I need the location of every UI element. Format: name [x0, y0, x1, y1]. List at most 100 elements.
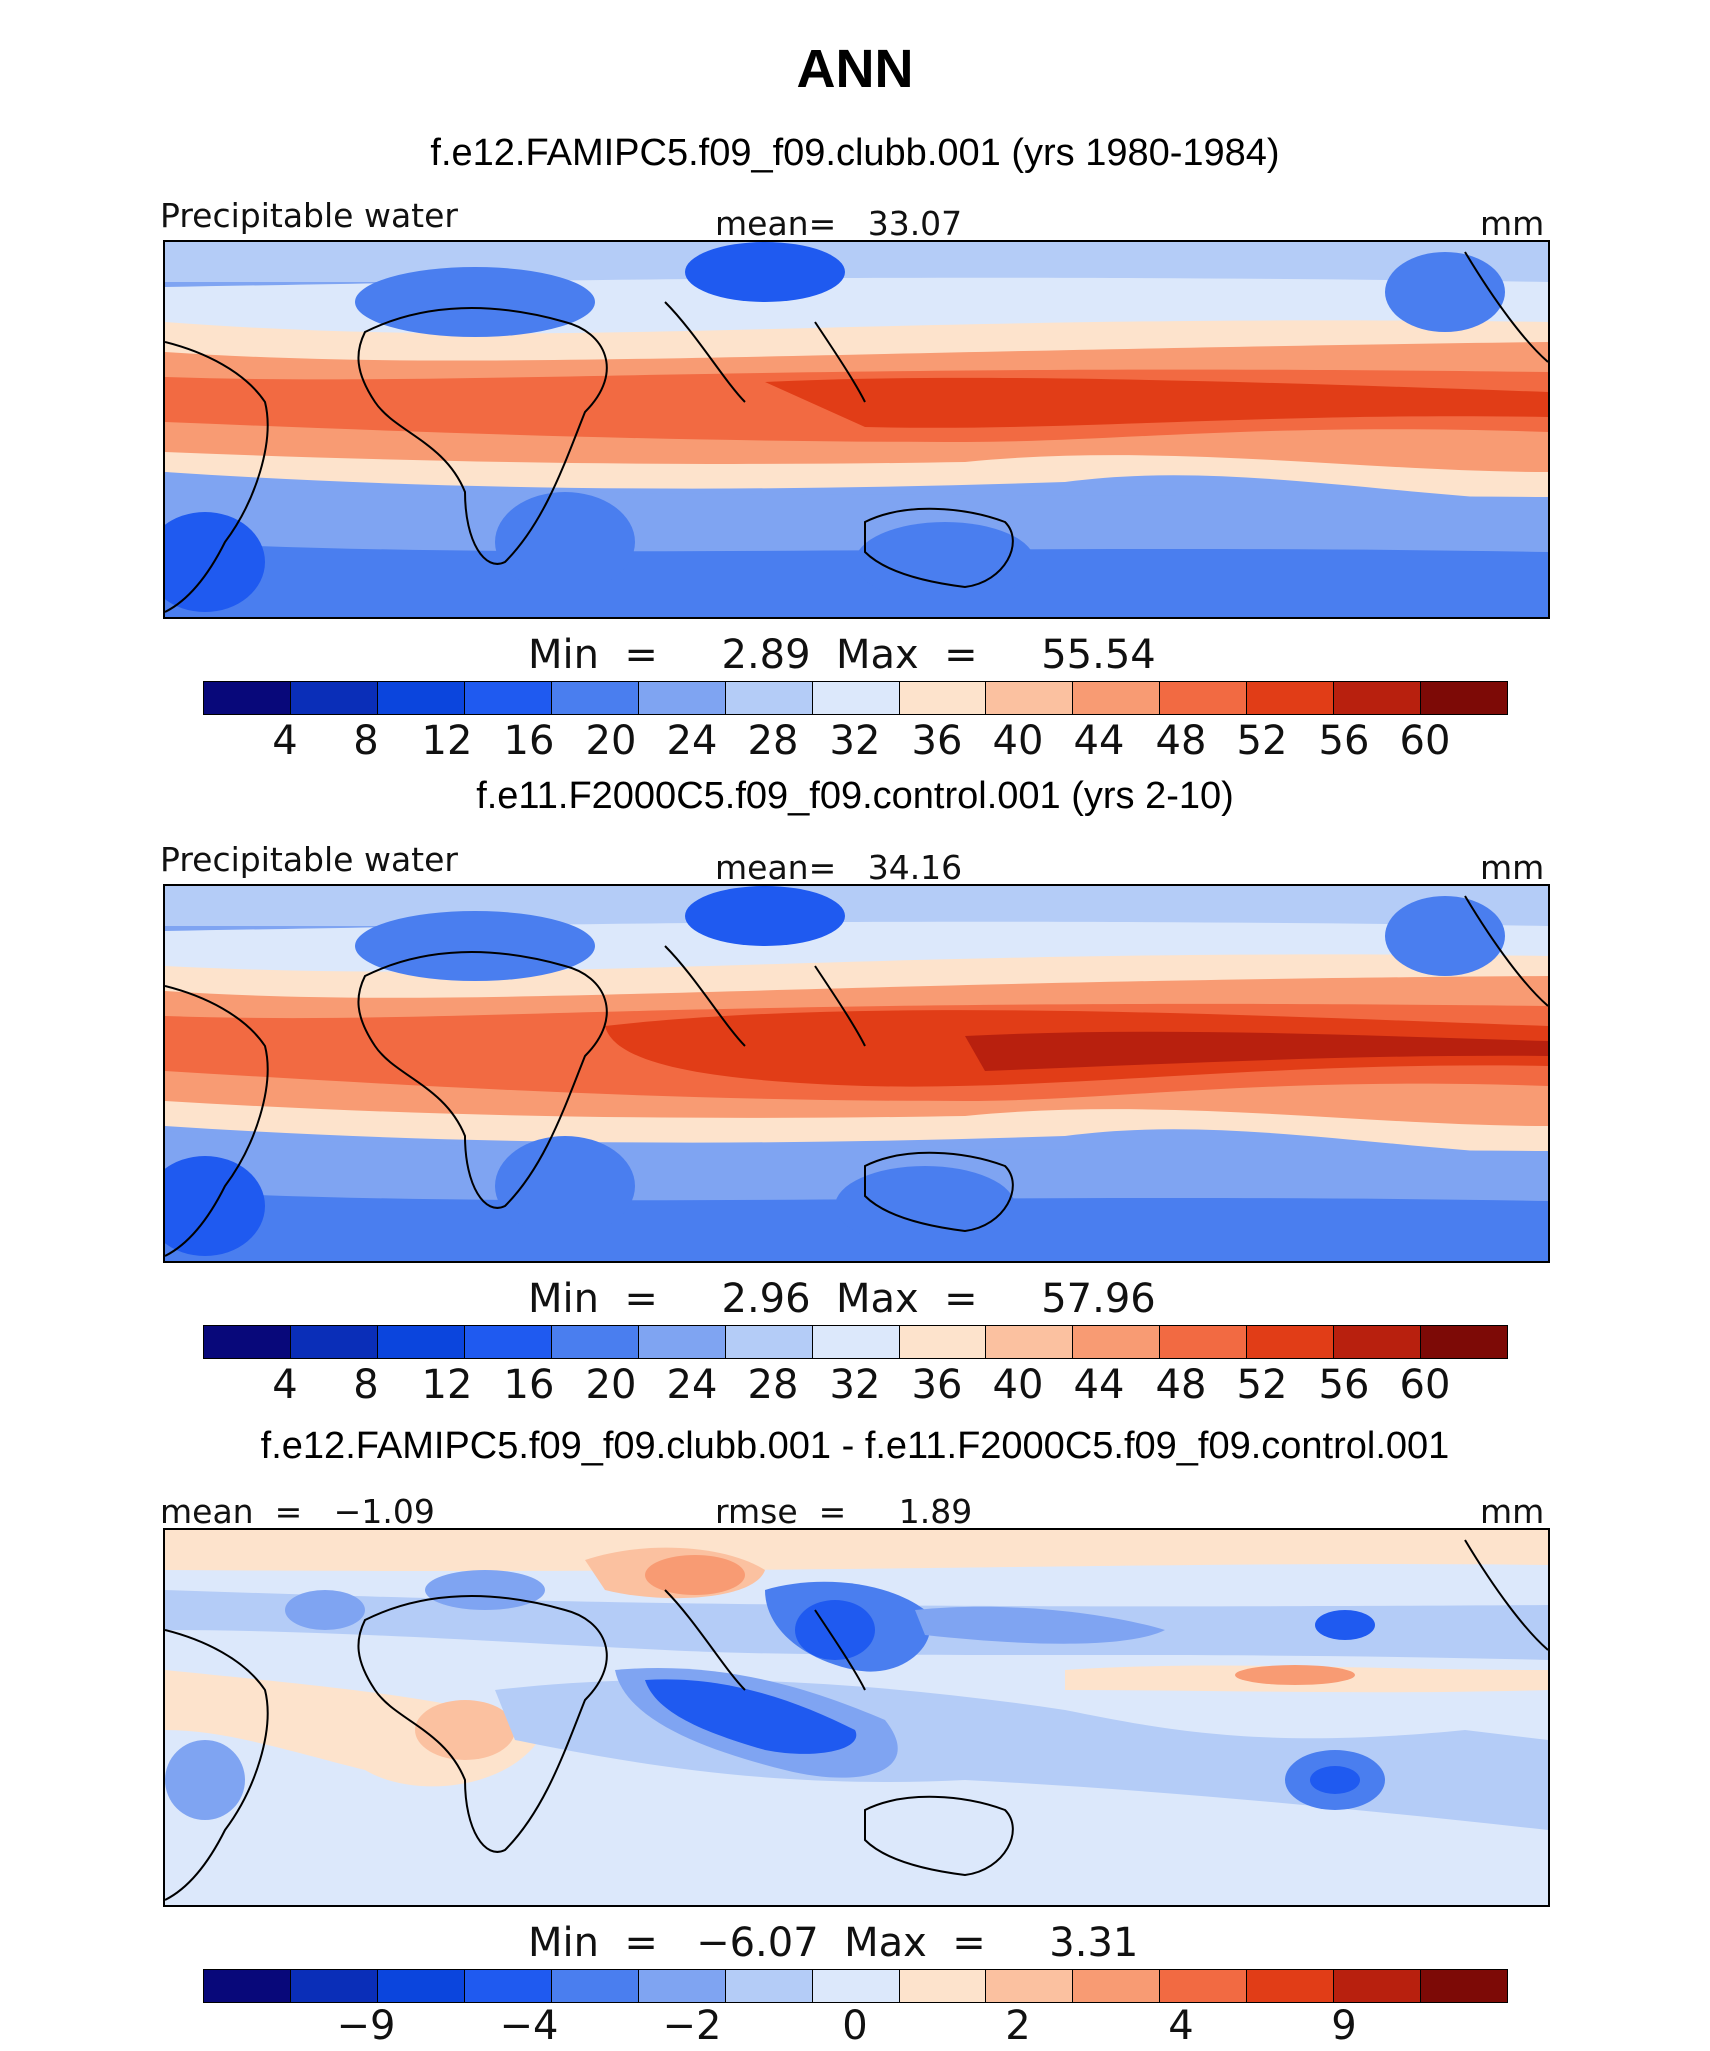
colorbar-swatch: [986, 682, 1074, 714]
panel3-rmse-label: rmse = 1.89: [715, 1492, 973, 1531]
colorbar-swatch: [204, 682, 291, 714]
colorbar-swatch: [812, 682, 900, 714]
colorbar-tick: 12: [421, 718, 473, 764]
panel1-mean-label: mean= 33.07: [715, 204, 963, 243]
colorbar-swatch: [1073, 1970, 1161, 2002]
plot-title: ANN: [796, 39, 914, 99]
colorbar-swatch: [1421, 1970, 1508, 2002]
colorbar-tick: 56: [1318, 1362, 1370, 1408]
panel1-minmax-label: Min = 2.89 Max = 55.54: [528, 632, 1156, 678]
colorbar-tick: 40: [992, 718, 1044, 764]
panel3-colorbar: [203, 1969, 1508, 2003]
colorbar-tick: 44: [1073, 1362, 1125, 1408]
colorbar-swatch: [464, 1326, 552, 1358]
colorbar-swatch: [204, 1326, 291, 1358]
colorbar-tick: 32: [829, 1362, 881, 1408]
colorbar-swatch: [812, 1970, 900, 2002]
colorbar-tick: 56: [1318, 718, 1370, 764]
panel2-variable-label: Precipitable water: [160, 840, 458, 879]
colorbar-tick: 60: [1399, 718, 1451, 764]
colorbar-tick: 8: [353, 718, 379, 764]
colorbar-swatch: [1421, 1326, 1508, 1358]
panel1-map-field: [165, 242, 1548, 617]
colorbar-tick: 16: [503, 1362, 555, 1408]
colorbar-tick: 9: [1331, 2003, 1357, 2049]
colorbar-tick: 0: [842, 2003, 868, 2049]
colorbar-tick: 52: [1236, 1362, 1288, 1408]
colorbar-swatch: [551, 682, 639, 714]
colorbar-swatch: [1247, 1326, 1335, 1358]
panel1-units-label: mm: [1480, 204, 1545, 243]
colorbar-tick: 24: [666, 718, 718, 764]
panel1-map: [163, 240, 1550, 619]
colorbar-swatch: [986, 1970, 1074, 2002]
panel2-units-label: mm: [1480, 848, 1545, 887]
colorbar-swatch: [204, 1970, 291, 2002]
colorbar-swatch: [377, 1970, 465, 2002]
panel3-case-title: f.e12.FAMIPC5.f09_f09.clubb.001 - f.e11.…: [260, 1425, 1450, 1467]
colorbar-swatch: [464, 682, 552, 714]
panel2-minmax-label: Min = 2.96 Max = 57.96: [528, 1276, 1156, 1322]
colorbar-swatch: [1334, 682, 1422, 714]
colorbar-tick: 16: [503, 718, 555, 764]
colorbar-swatch: [1247, 1970, 1335, 2002]
colorbar-tick: 52: [1236, 718, 1288, 764]
colorbar-swatch: [1334, 1970, 1422, 2002]
panel2-colorbar: [203, 1325, 1508, 1359]
panel2-mean-label: mean= 34.16: [715, 848, 963, 887]
colorbar-swatch: [638, 1326, 726, 1358]
colorbar-tick: 36: [911, 718, 963, 764]
panel3-units-label: mm: [1480, 1492, 1545, 1531]
colorbar-swatch: [1247, 682, 1335, 714]
panel2-map-field: [165, 886, 1548, 1261]
colorbar-tick: 12: [421, 1362, 473, 1408]
colorbar-swatch: [1421, 682, 1508, 714]
panel3-mean-label: mean = −1.09: [160, 1492, 435, 1531]
panel1-case-title: f.e12.FAMIPC5.f09_f09.clubb.001 (yrs 198…: [430, 132, 1280, 174]
colorbar-tick: 8: [353, 1362, 379, 1408]
colorbar-swatch: [551, 1326, 639, 1358]
colorbar-tick: 4: [1168, 2003, 1194, 2049]
colorbar-swatch: [290, 1970, 378, 2002]
colorbar-swatch: [1334, 1326, 1422, 1358]
panel3-map: [163, 1528, 1550, 1907]
colorbar-swatch: [1073, 1326, 1161, 1358]
colorbar-swatch: [290, 682, 378, 714]
colorbar-tick: 40: [992, 1362, 1044, 1408]
colorbar-swatch: [725, 1326, 813, 1358]
colorbar-swatch: [377, 1326, 465, 1358]
colorbar-tick: 20: [585, 1362, 637, 1408]
colorbar-swatch: [899, 1970, 987, 2002]
colorbar-tick: −2: [662, 2003, 722, 2049]
colorbar-swatch: [638, 1970, 726, 2002]
panel1-colorbar: [203, 681, 1508, 715]
colorbar-swatch: [1160, 682, 1248, 714]
colorbar-swatch: [812, 1326, 900, 1358]
colorbar-swatch: [464, 1970, 552, 2002]
colorbar-tick: 20: [585, 718, 637, 764]
colorbar-tick: 48: [1155, 718, 1207, 764]
panel1-variable-label: Precipitable water: [160, 196, 458, 235]
colorbar-swatch: [638, 682, 726, 714]
colorbar-swatch: [377, 682, 465, 714]
colorbar-swatch: [1160, 1326, 1248, 1358]
colorbar-swatch: [551, 1970, 639, 2002]
panel3-map-field: [165, 1530, 1548, 1905]
panel2-case-title: f.e11.F2000C5.f09_f09.control.001 (yrs 2…: [476, 775, 1234, 817]
colorbar-swatch: [899, 682, 987, 714]
panel3-minmax-label: Min = −6.07 Max = 3.31: [528, 1920, 1139, 1966]
colorbar-tick: −9: [336, 2003, 396, 2049]
colorbar-tick: −4: [499, 2003, 559, 2049]
colorbar-tick: 4: [272, 718, 298, 764]
colorbar-tick: 24: [666, 1362, 718, 1408]
colorbar-swatch: [986, 1326, 1074, 1358]
colorbar-tick: 4: [272, 1362, 298, 1408]
colorbar-swatch: [899, 1326, 987, 1358]
colorbar-swatch: [725, 1970, 813, 2002]
colorbar-tick: 28: [747, 1362, 799, 1408]
colorbar-swatch: [725, 682, 813, 714]
colorbar-tick: 32: [829, 718, 881, 764]
colorbar-tick: 28: [747, 718, 799, 764]
colorbar-swatch: [1160, 1970, 1248, 2002]
colorbar-tick: 48: [1155, 1362, 1207, 1408]
